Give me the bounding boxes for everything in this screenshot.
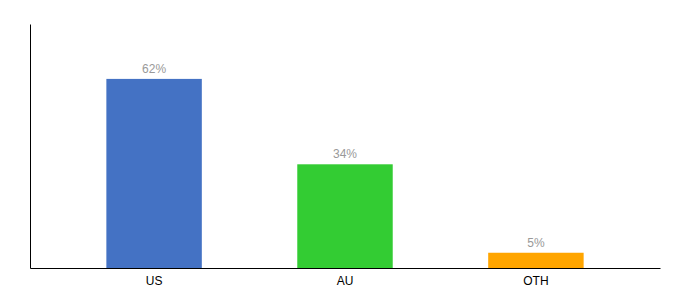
- x-tick-label: US: [146, 274, 163, 288]
- bar: [106, 79, 201, 268]
- bars: [106, 79, 583, 268]
- data-labels: 62% 34% 5%: [142, 62, 545, 250]
- y-axis: [30, 25, 31, 269]
- chart: 62% 34% 5% US AU OTH: [0, 0, 680, 300]
- x-tick: OTH: [523, 274, 548, 288]
- bar: [488, 253, 583, 268]
- x-tick-label: OTH: [523, 274, 548, 288]
- data-label: 62%: [142, 62, 166, 76]
- x-axis: US AU OTH: [31, 269, 661, 288]
- bar: [297, 164, 392, 268]
- data-label: 5%: [527, 236, 545, 250]
- y-axis-line: [30, 25, 31, 269]
- x-axis-line: [31, 268, 661, 269]
- x-tick-label: AU: [337, 274, 354, 288]
- x-tick: US: [146, 274, 163, 288]
- x-tick: AU: [337, 274, 354, 288]
- data-label: 34%: [333, 147, 357, 161]
- plot: 62% 34% 5% US AU OTH: [31, 25, 661, 288]
